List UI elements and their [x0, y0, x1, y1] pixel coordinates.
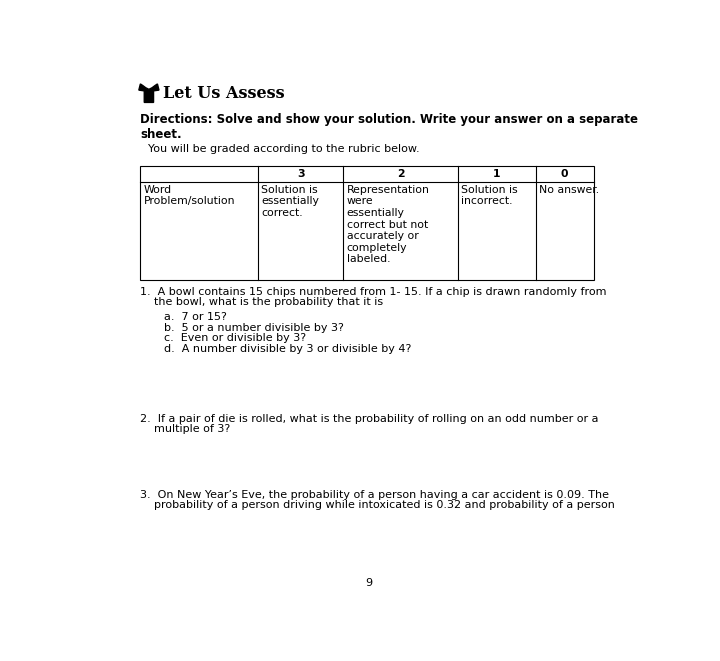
- Text: b.  5 or a number divisible by 3?: b. 5 or a number divisible by 3?: [164, 323, 344, 332]
- Polygon shape: [139, 84, 159, 102]
- Text: d.  A number divisible by 3 or divisible by 4?: d. A number divisible by 3 or divisible …: [164, 344, 412, 354]
- Bar: [140, 167, 594, 280]
- Text: multiple of 3?: multiple of 3?: [140, 424, 230, 434]
- Text: 2.  If a pair of die is rolled, what is the probability of rolling on an odd num: 2. If a pair of die is rolled, what is t…: [140, 414, 599, 424]
- Text: 0: 0: [561, 169, 568, 178]
- Text: probability of a person driving while intoxicated is 0.32 and probability of a p: probability of a person driving while in…: [140, 500, 616, 510]
- Text: a.  7 or 15?: a. 7 or 15?: [164, 312, 228, 322]
- Text: the bowl, what is the probability that it is: the bowl, what is the probability that i…: [140, 297, 384, 307]
- Text: c.  Even or divisible by 3?: c. Even or divisible by 3?: [164, 333, 307, 344]
- Text: 3.  On New Year’s Eve, the probability of a person having a car accident is 0.09: 3. On New Year’s Eve, the probability of…: [140, 490, 609, 500]
- Text: 2: 2: [397, 169, 405, 178]
- Text: 1: 1: [493, 169, 500, 178]
- Text: Representation
were
essentially
correct but not
accurately or
completely
labeled: Representation were essentially correct …: [346, 185, 429, 264]
- Text: 3: 3: [297, 169, 305, 178]
- Text: Solution is
essentially
correct.: Solution is essentially correct.: [261, 185, 319, 218]
- Text: Word
Problem/solution: Word Problem/solution: [143, 185, 235, 206]
- Text: 9: 9: [366, 578, 372, 588]
- Text: No answer.: No answer.: [539, 185, 599, 195]
- Text: Directions: Solve and show your solution. Write your answer on a separate
sheet.: Directions: Solve and show your solution…: [140, 113, 639, 141]
- Text: You will be graded according to the rubric below.: You will be graded according to the rubr…: [148, 144, 420, 154]
- Text: Solution is
incorrect.: Solution is incorrect.: [462, 185, 518, 206]
- Text: 1.  A bowl contains 15 chips numbered from 1- 15. If a chip is drawn randomly fr: 1. A bowl contains 15 chips numbered fro…: [140, 288, 607, 297]
- Text: Let Us Assess: Let Us Assess: [163, 85, 284, 102]
